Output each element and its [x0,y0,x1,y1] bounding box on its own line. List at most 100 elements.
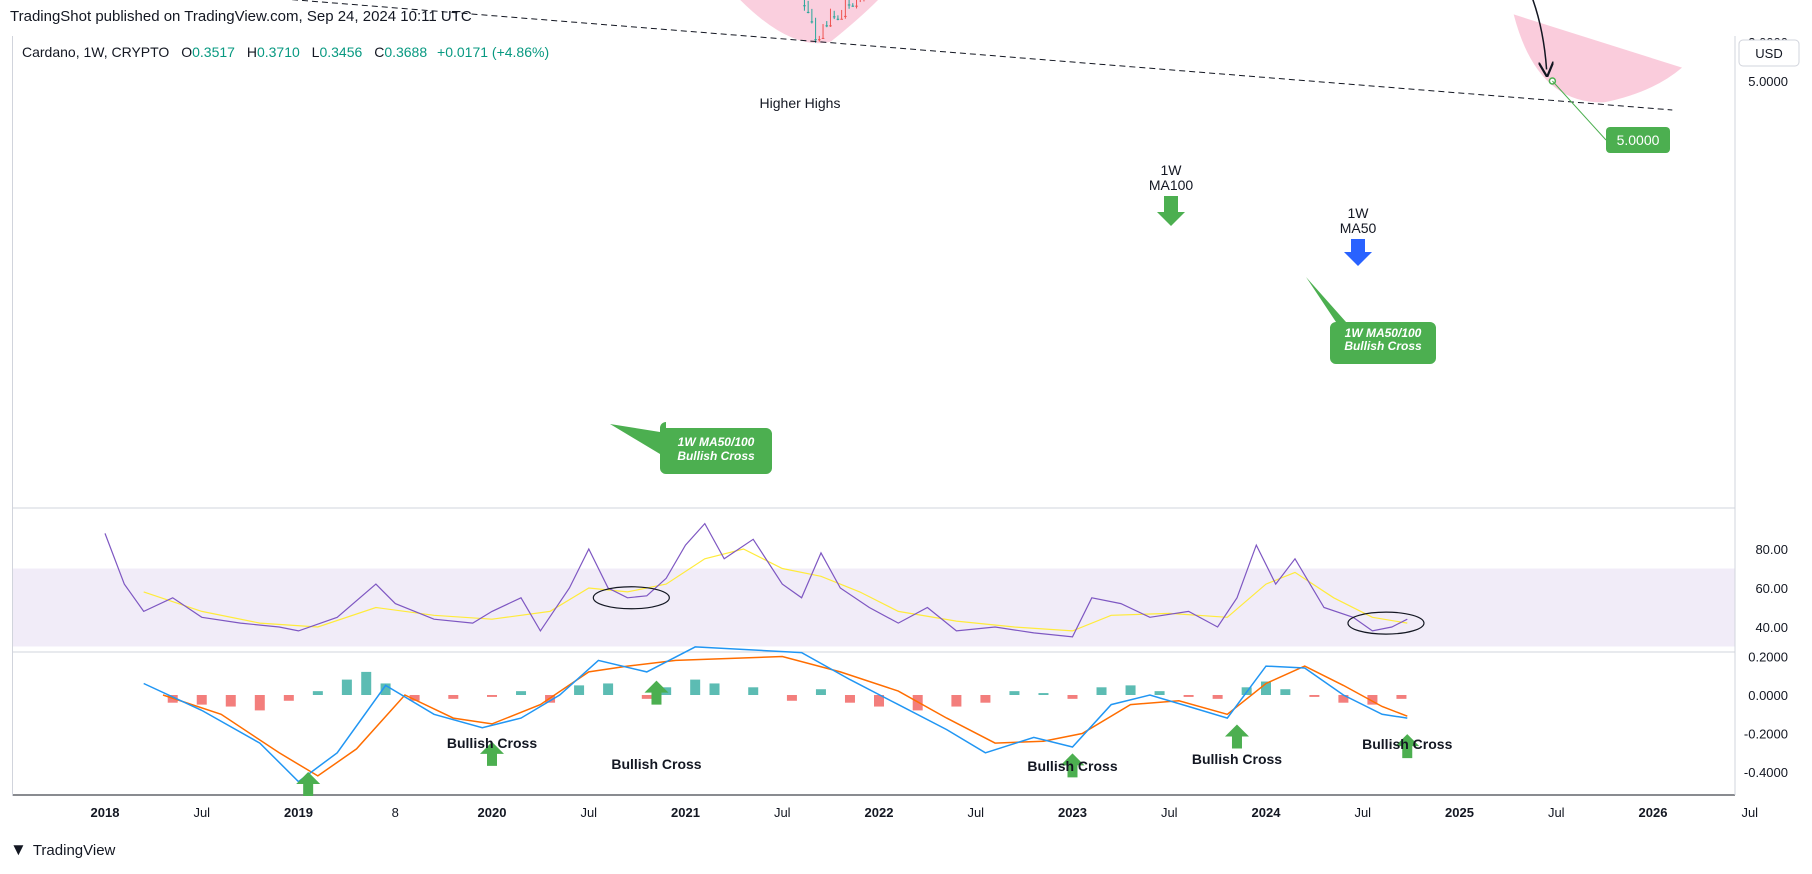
time-tick-label: 2020 [478,805,507,820]
close-value: 0.3688 [384,44,428,60]
time-tick-label: 2023 [1058,805,1087,820]
macd-histogram-bar [709,683,720,695]
time-tick-label: 2018 [91,805,120,820]
macd-histogram-bar [748,687,759,695]
macd-histogram-bar [487,695,497,697]
macd-histogram-bar [283,695,294,701]
candle-body [806,11,810,13]
rsi-tick-label: 60.00 [1755,581,1788,596]
candle-body [810,21,814,23]
cross-callout-1-line2: Bullish Cross [677,449,755,463]
macd-histogram-bar [786,695,797,701]
macd-histogram-bar [1261,681,1271,695]
time-tick-label: Jul [580,805,597,820]
macd-tick-label: -0.2000 [1744,727,1788,742]
time-tick-label: 2024 [1252,805,1282,820]
macd-histogram-bar [603,683,614,695]
macd-histogram-bar [1183,695,1194,697]
bullish-cross-label: Bullish Cross [1192,751,1282,767]
macd-histogram-bar [1309,695,1320,697]
macd-histogram-bar [1009,691,1020,695]
high-value: 0.3710 [256,44,300,60]
bullish-cross-arrow-icon [296,772,321,796]
candle-body [840,18,843,20]
bullish-cross-arrow-icon [644,680,669,705]
ma50-label-line1: 1W [1348,205,1370,221]
candle-body [829,25,832,27]
macd-histogram-bar [312,691,323,695]
time-tick-label: Jul [1354,805,1371,820]
macd-histogram-bar [574,685,585,695]
macd-histogram-bar [951,695,962,707]
low-label: L [311,44,320,60]
time-tick-label: 2019 [284,805,313,820]
candle-body [851,5,855,7]
rsi-ma-line [143,548,1408,632]
tradingview-logo-icon: ▼ [10,840,27,859]
cross-callout-2-line2: Bullish Cross [1344,339,1422,353]
target-top-zone [1513,14,1683,103]
price-tick-label: 5.0000 [1748,74,1788,89]
higher-highs-trendline [290,0,1673,111]
macd-histogram-bar [409,695,420,701]
macd-histogram-bar [1038,693,1049,695]
cross-callout-2 [1306,277,1436,364]
time-tick-label: 2026 [1639,805,1668,820]
bullish-cross-label: Bullish Cross [611,756,701,772]
time-tick-label: 8 [392,805,399,820]
time-tick-label: Jul [1161,805,1178,820]
candle-body [847,4,851,6]
candle-body [818,39,821,41]
footer-brand: TradingView [32,841,116,859]
macd-histogram-bar [874,695,884,707]
macd-histogram-bar [641,695,652,699]
bullish-cross-arrow-icon [1060,753,1085,778]
currency-button[interactable] [1738,39,1800,67]
bullish-cross-label: Bullish Cross [1362,736,1452,752]
rsi-line [104,522,1408,638]
macd-histogram-bar [1367,695,1378,705]
candle-body [855,5,858,7]
time-tick-label: 2025 [1445,805,1474,820]
macd-histogram-bar [1338,695,1349,703]
open-label: O [181,44,193,60]
candle-body [814,39,817,41]
macd-tick-label: -0.4000 [1744,765,1788,780]
time-tick-label: 2021 [671,805,700,820]
currency-button-label: USD [1755,46,1782,61]
candle-body [832,16,836,18]
change-value: +0.0171 (+4.86%) [437,44,550,60]
macd-histogram-bar [1096,687,1107,695]
low-value: 0.3456 [319,44,363,60]
macd-histogram-bar [361,671,372,695]
ma50-down-arrow-icon [1344,239,1372,266]
macd-histogram-bar [844,695,855,703]
macd-histogram-bar [1125,685,1136,695]
macd-histogram-bar [815,689,826,695]
target-label-box [1606,127,1670,153]
bullish-cross-arrow-icon [480,741,504,766]
top-zone-2021 [740,0,878,44]
tradingview-footer: ▼ TradingView [10,840,115,860]
cross-callout-1-line1: 1W MA50/100 [678,435,755,449]
time-tick-label: 2022 [865,805,894,820]
bullish-cross-arrow-icon [1395,734,1420,759]
time-tick-label: Jul [193,805,210,820]
macd-histogram-bar [1396,695,1407,699]
macd-histogram-bar [225,695,236,707]
macd-tick-label: 0.2000 [1748,650,1788,665]
macd-histogram-bar [1154,691,1165,695]
candle-body [821,37,825,39]
close-label: C [374,44,385,60]
ma100-down-arrow-icon [1157,196,1185,226]
macd-tick-label: 0.0000 [1748,688,1788,703]
higher-highs-label: Higher Highs [760,95,841,111]
macd-histogram-bar [1280,689,1291,695]
rsi-band [12,568,1735,647]
time-tick-label: Jul [967,805,984,820]
macd-histogram-bar [690,679,701,695]
signal-line [162,655,1408,777]
candle-body [844,15,847,17]
macd-histogram-bar [380,683,391,695]
